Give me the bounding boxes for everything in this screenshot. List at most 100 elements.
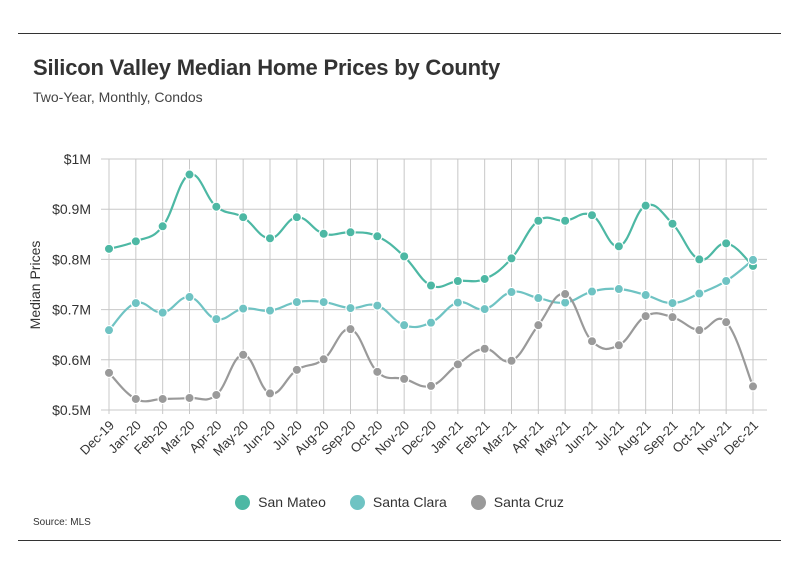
data-point-san-mateo[interactable] [694,254,705,265]
data-point-santa-cruz[interactable] [586,336,598,347]
y-tick-label: $0.5M [52,402,91,418]
data-point-santa-cruz[interactable] [130,393,142,405]
y-tick-label: $1M [64,151,91,167]
data-point-santa-cruz[interactable] [667,311,678,323]
data-point-santa-clara[interactable] [103,324,115,336]
y-tick-label: $0.7M [52,302,91,318]
data-point-santa-cruz[interactable] [479,343,490,354]
bottom-rule [18,540,781,541]
legend: San Mateo Santa Clara Santa Cruz [0,494,799,510]
legend-label-san-mateo: San Mateo [258,494,326,510]
data-point-santa-cruz[interactable] [452,359,464,370]
data-point-santa-clara[interactable] [613,283,625,295]
data-point-santa-cruz[interactable] [157,393,168,405]
data-point-san-mateo[interactable] [586,210,598,221]
y-axis-ticks: $0.5M $0.6M $0.7M $0.8M $0.9M $1M [52,151,91,418]
y-tick-label: $0.9M [52,201,91,217]
data-point-santa-cruz[interactable] [747,381,759,392]
data-point-santa-cruz[interactable] [425,380,437,392]
data-point-santa-cruz[interactable] [398,373,410,385]
data-point-san-mateo[interactable] [264,233,276,244]
data-point-santa-cruz[interactable] [318,354,329,365]
data-point-santa-cruz[interactable] [720,316,732,328]
data-point-san-mateo[interactable] [211,201,222,212]
data-point-san-mateo[interactable] [372,231,383,242]
data-point-san-mateo[interactable] [157,221,168,232]
data-point-santa-cruz[interactable] [372,366,383,378]
data-point-san-mateo[interactable] [667,218,678,229]
data-point-santa-clara[interactable] [533,292,544,304]
data-point-san-mateo[interactable] [479,273,490,285]
data-point-santa-clara[interactable] [184,291,195,303]
data-point-san-mateo[interactable] [506,253,517,264]
legend-swatch-santa-clara [349,494,365,510]
legend-item-santa-clara[interactable]: Santa Clara [349,494,447,510]
data-point-santa-clara[interactable] [747,254,759,266]
data-point-santa-clara[interactable] [211,313,222,325]
data-point-san-mateo[interactable] [237,212,249,223]
data-point-santa-clara[interactable] [157,307,168,318]
data-point-san-mateo[interactable] [184,169,195,180]
data-point-santa-clara[interactable] [559,297,571,308]
data-point-san-mateo[interactable] [103,243,115,255]
data-point-san-mateo[interactable] [130,236,142,247]
data-point-san-mateo[interactable] [425,280,437,291]
data-point-santa-clara[interactable] [720,275,732,287]
data-point-santa-clara[interactable] [586,286,598,297]
y-tick-label: $0.8M [52,251,91,267]
data-point-santa-cruz[interactable] [211,389,222,401]
data-point-santa-clara[interactable] [506,286,517,298]
data-point-santa-clara[interactable] [264,305,276,316]
data-point-santa-clara[interactable] [640,289,651,301]
data-point-santa-clara[interactable] [345,302,356,314]
data-point-santa-clara[interactable] [694,288,705,299]
data-point-santa-clara[interactable] [318,296,329,308]
data-point-santa-clara[interactable] [130,297,142,309]
data-point-san-mateo[interactable] [345,227,356,238]
data-point-san-mateo[interactable] [533,215,544,226]
data-point-san-mateo[interactable] [613,241,625,252]
data-point-san-mateo[interactable] [291,212,303,223]
legend-item-san-mateo[interactable]: San Mateo [235,494,326,510]
data-point-san-mateo[interactable] [318,228,329,239]
legend-label-santa-clara: Santa Clara [372,494,447,510]
series-group [103,169,759,405]
legend-label-santa-cruz: Santa Cruz [493,494,564,510]
chart-subtitle: Two-Year, Monthly, Condos [33,89,203,105]
data-point-santa-cruz[interactable] [640,310,651,322]
data-point-santa-cruz[interactable] [559,288,571,300]
data-point-santa-clara[interactable] [372,300,383,311]
data-point-santa-clara[interactable] [479,303,490,315]
data-point-santa-cruz[interactable] [264,388,276,399]
legend-swatch-san-mateo [235,494,251,510]
data-point-santa-cruz[interactable] [103,367,115,379]
source-note: Source: MLS [33,517,91,528]
chart-title: Silicon Valley Median Home Prices by Cou… [33,55,500,80]
data-point-santa-cruz[interactable] [345,323,356,335]
data-point-san-mateo[interactable] [720,238,732,249]
y-axis-label: Median Prices [27,241,43,330]
data-point-santa-cruz[interactable] [694,324,705,336]
legend-item-santa-cruz[interactable]: Santa Cruz [470,494,564,510]
data-point-santa-clara[interactable] [398,319,410,331]
data-point-santa-cruz[interactable] [613,340,625,351]
x-axis-ticks: Dec-19Jan-20Feb-20Mar-20Apr-20May-20Jun-… [77,418,761,459]
data-point-santa-clara[interactable] [452,297,464,308]
data-point-santa-cruz[interactable] [237,349,249,360]
data-point-santa-clara[interactable] [425,317,437,328]
data-point-santa-clara[interactable] [667,297,678,309]
legend-swatch-santa-cruz [470,494,486,510]
data-point-santa-clara[interactable] [237,303,249,314]
top-rule [18,33,781,34]
data-point-san-mateo[interactable] [398,251,410,262]
data-point-san-mateo[interactable] [640,200,651,211]
data-point-santa-cruz[interactable] [291,364,303,376]
data-point-san-mateo[interactable] [452,275,464,287]
data-point-santa-cruz[interactable] [184,392,195,404]
data-point-santa-clara[interactable] [291,296,303,308]
grid [101,158,767,414]
data-point-santa-cruz[interactable] [533,319,544,331]
data-point-san-mateo[interactable] [559,215,571,226]
data-point-santa-cruz[interactable] [506,355,517,367]
